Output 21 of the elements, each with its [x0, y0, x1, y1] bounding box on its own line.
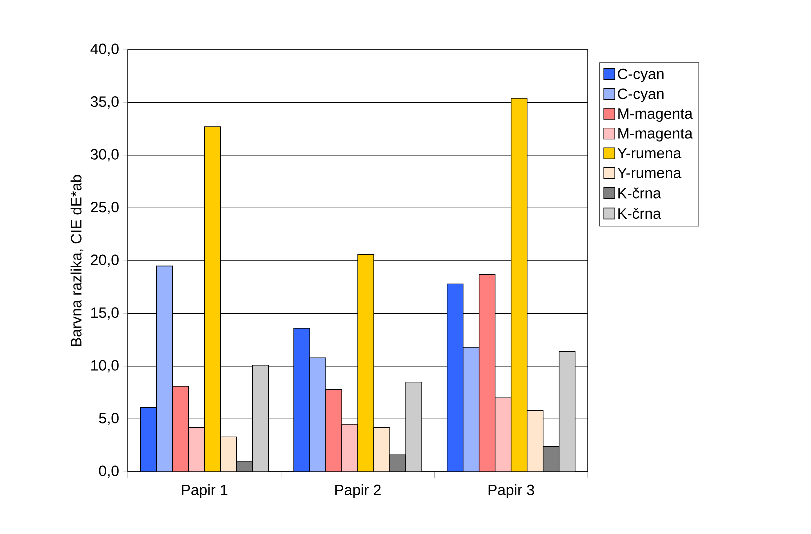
legend-label: M-magenta: [618, 108, 693, 122]
x-tick-label: Papir 3: [488, 484, 534, 498]
x-tick-label: Papir 1: [182, 484, 228, 498]
legend-label: Y-rumena: [618, 168, 682, 178]
y-tick-label: 35,0: [90, 96, 119, 109]
y-tick-label: 30,0: [90, 149, 119, 162]
y-axis-title: Barvna razlika, CIE dE*ab: [70, 175, 84, 346]
y-tick-label: 0,0: [99, 466, 119, 478]
x-tick-label: Papir 2: [336, 484, 381, 498]
legend-label: K-črna: [618, 188, 662, 199]
y-tick-label: 5,0: [99, 413, 119, 426]
y-tick-label: 10,0: [92, 360, 119, 373]
legend-label: Y-rumena: [618, 148, 682, 159]
legend-label: K-črna: [618, 208, 662, 220]
legend-label: C-cyan: [618, 88, 664, 102]
y-tick-label: 15,0: [92, 308, 119, 320]
y-tick-label: 40,0: [90, 44, 119, 56]
y-tick-label: 25,0: [91, 202, 119, 214]
legend-label: C-cyan: [618, 68, 664, 82]
legend-label: M-magenta: [618, 128, 693, 142]
y-tick-label: 20,0: [91, 254, 119, 268]
